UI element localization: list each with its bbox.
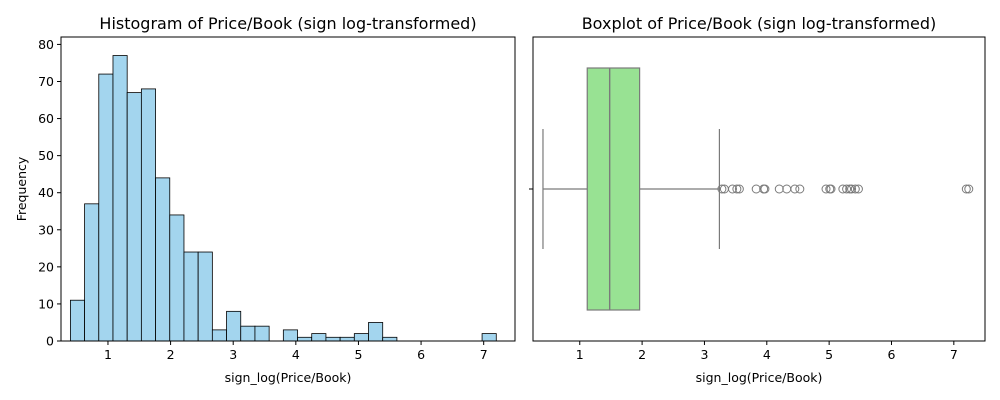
boxplot-x-tick-label: 5 <box>825 347 833 362</box>
histogram-bar <box>69 299 85 342</box>
histogram-bar <box>325 336 341 342</box>
boxplot-outlier <box>821 184 831 194</box>
boxplot-x-label: sign_log(Price/Book) <box>696 370 823 385</box>
histogram-y-tick-label: 80 <box>38 37 54 52</box>
histogram-bar <box>254 325 270 342</box>
histogram-x-tick-label: 1 <box>104 347 112 362</box>
boxplot-outlier <box>751 184 761 194</box>
histogram-bar <box>368 322 384 342</box>
boxplot-x-tick-label: 4 <box>763 347 771 362</box>
histogram-bar <box>226 310 242 342</box>
histogram-bar <box>84 203 100 342</box>
boxplot-ticks: 1 2 3 4 5 6 7 <box>529 188 958 362</box>
histogram-panel: Histogram of Price/Book (sign log-transf… <box>14 14 516 385</box>
histogram-x-tick-label: 5 <box>354 347 362 362</box>
boxplot-outlier <box>850 184 860 194</box>
boxplot-x-tick-label: 1 <box>576 347 584 362</box>
histogram-axes-frame <box>60 36 516 342</box>
boxplot-outlier <box>728 184 738 194</box>
histogram-bar <box>211 329 227 342</box>
boxplot-outlier <box>732 184 742 194</box>
histogram-y-tick-label: 70 <box>38 74 54 89</box>
boxplot-title: Boxplot of Price/Book (sign log-transfor… <box>582 14 937 33</box>
boxplot-outlier <box>842 184 852 194</box>
boxplot-outlier <box>774 184 784 194</box>
histogram-x-tick-label: 4 <box>292 347 300 362</box>
boxplot-outlier <box>790 184 800 194</box>
boxplot-x-tick-label: 6 <box>888 347 896 362</box>
boxplot-outlier <box>964 184 974 194</box>
boxplot-axes-frame <box>532 36 986 342</box>
histogram-y-tick-label: 30 <box>38 222 54 237</box>
histogram-bar <box>169 214 185 342</box>
histogram-x-label: sign_log(Price/Book) <box>225 370 352 385</box>
boxplot-x-tick-label: 3 <box>700 347 708 362</box>
histogram-bar <box>126 92 142 342</box>
boxplot-outlier <box>838 184 848 194</box>
boxplot-outlier <box>961 184 971 194</box>
boxplot-box <box>586 67 641 311</box>
histogram-y-tick-label: 40 <box>38 185 54 200</box>
histogram-bar <box>382 336 398 342</box>
histogram-bar <box>112 55 128 342</box>
histogram-x-tick-label: 2 <box>167 347 175 362</box>
histogram-bar <box>339 336 355 342</box>
boxplot-outlier <box>782 184 792 194</box>
histogram-y-tick-label: 60 <box>38 111 54 126</box>
boxplot-outlier <box>826 184 836 194</box>
histogram-bar <box>155 177 171 342</box>
histogram-x-tick-label: 7 <box>480 347 488 362</box>
histogram-y-label: Frequency <box>14 156 29 221</box>
boxplot-outlier <box>847 184 857 194</box>
boxplot-body <box>542 67 974 311</box>
boxplot-outlier <box>734 184 744 194</box>
histogram-bar <box>297 336 313 342</box>
histogram-bar <box>282 329 298 342</box>
histogram-bar <box>197 251 213 342</box>
boxplot-outlier <box>717 184 727 194</box>
histogram-y-tick-label: 20 <box>38 259 54 274</box>
boxplot-x-tick-label: 2 <box>638 347 646 362</box>
histogram-x-tick-label: 6 <box>417 347 425 362</box>
histogram-y-tick-label: 50 <box>38 148 54 163</box>
histogram-x-tick-label: 3 <box>229 347 237 362</box>
histogram-bar <box>98 73 114 342</box>
boxplot-x-tick-label: 7 <box>950 347 958 362</box>
boxplot-outlier <box>760 184 770 194</box>
histogram-bars <box>69 55 497 342</box>
boxplot-outlier <box>795 184 805 194</box>
histogram-y-tick-label: 0 <box>46 334 54 349</box>
histogram-bar <box>353 333 369 342</box>
histogram-y-tick-label: 10 <box>38 296 54 311</box>
histogram-title: Histogram of Price/Book (sign log-transf… <box>99 14 476 33</box>
histogram-bar <box>240 325 256 342</box>
histogram-bar <box>481 333 497 342</box>
histogram-bar <box>311 333 327 342</box>
boxplot-outlier <box>853 184 863 194</box>
histogram-bar <box>183 251 199 342</box>
histogram-bar <box>140 88 156 342</box>
boxplot-panel: Boxplot of Price/Book (sign log-transfor… <box>529 14 986 385</box>
